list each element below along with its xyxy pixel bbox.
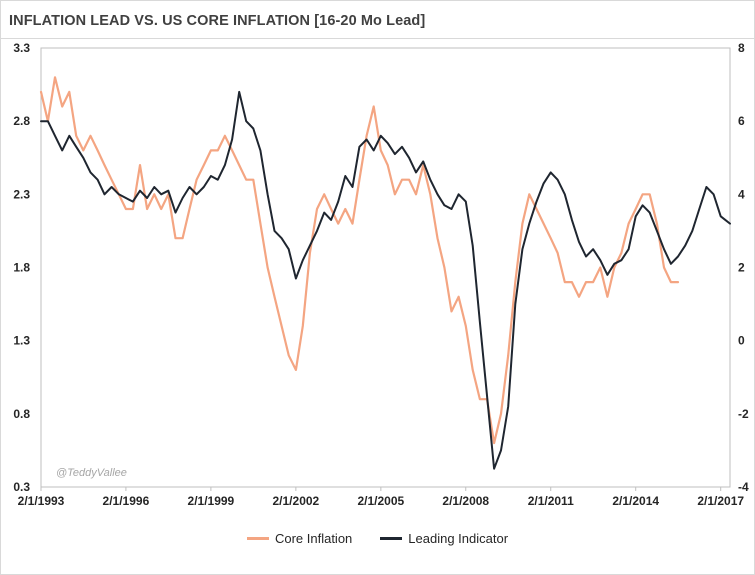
- plot-area-border: [40, 47, 731, 488]
- left-tick-label: 1.3: [13, 334, 30, 348]
- x-tick-label: 2/1/1996: [103, 494, 150, 508]
- x-tick-label: 2/1/2005: [357, 494, 404, 508]
- left-tick-label: 2.3: [13, 187, 30, 201]
- legend-swatch-core: [246, 537, 269, 540]
- left-tick-label: 0.3: [13, 480, 30, 494]
- series-layer: [39, 76, 731, 470]
- right-tick-label: 2: [738, 261, 745, 275]
- legend-label-leading: Leading Indicator: [408, 531, 509, 546]
- title-divider: [1, 38, 754, 39]
- chart-title: INFLATION LEAD VS. US CORE INFLATION [16…: [9, 13, 426, 29]
- legend-item-core: Core Inflation: [246, 531, 353, 546]
- series-line-core-inflation: [39, 76, 680, 445]
- left-tick-label: 2.8: [13, 114, 30, 128]
- left-tick-label: 0.8: [13, 407, 30, 421]
- right-tick-label: -2: [738, 407, 749, 421]
- x-tick-label: 2/1/2014: [612, 494, 659, 508]
- series-line-leading-indicator: [40, 90, 731, 470]
- right-tick-label: 6: [738, 114, 745, 128]
- right-tick-label: -4: [738, 480, 749, 494]
- right-axis-ticks: 8 6 4 2 0 -2 -4: [738, 41, 749, 494]
- x-tick-label: 2/1/2008: [442, 494, 489, 508]
- left-tick-label: 1.8: [13, 261, 30, 275]
- x-axis-ticks: 2/1/1993 2/1/1996 2/1/1999 2/1/2002 2/1/2005…: [18, 487, 744, 508]
- x-tick-label: 2/1/2002: [273, 494, 320, 508]
- watermark-text: @TeddyVallee: [56, 467, 127, 479]
- legend-swatch-leading: [380, 537, 403, 540]
- x-tick-label: 2/1/2017: [697, 494, 744, 508]
- right-tick-label: 4: [738, 187, 745, 201]
- left-tick-label: 3.3: [13, 41, 30, 55]
- legend-item-leading: Leading Indicator: [380, 531, 508, 546]
- left-axis-ticks: 3.3 2.8 2.3 1.8 1.3 0.8 0.3: [13, 41, 30, 494]
- legend-label-core: Core Inflation: [274, 531, 353, 546]
- right-tick-label: 0: [738, 334, 745, 348]
- x-tick-label: 2/1/1999: [188, 494, 235, 508]
- right-tick-label: 8: [738, 41, 745, 55]
- x-tick-label: 2/1/1993: [18, 494, 65, 508]
- x-tick-label: 2/1/2011: [528, 494, 574, 508]
- legend: Core Inflation Leading Indicator: [0, 531, 755, 546]
